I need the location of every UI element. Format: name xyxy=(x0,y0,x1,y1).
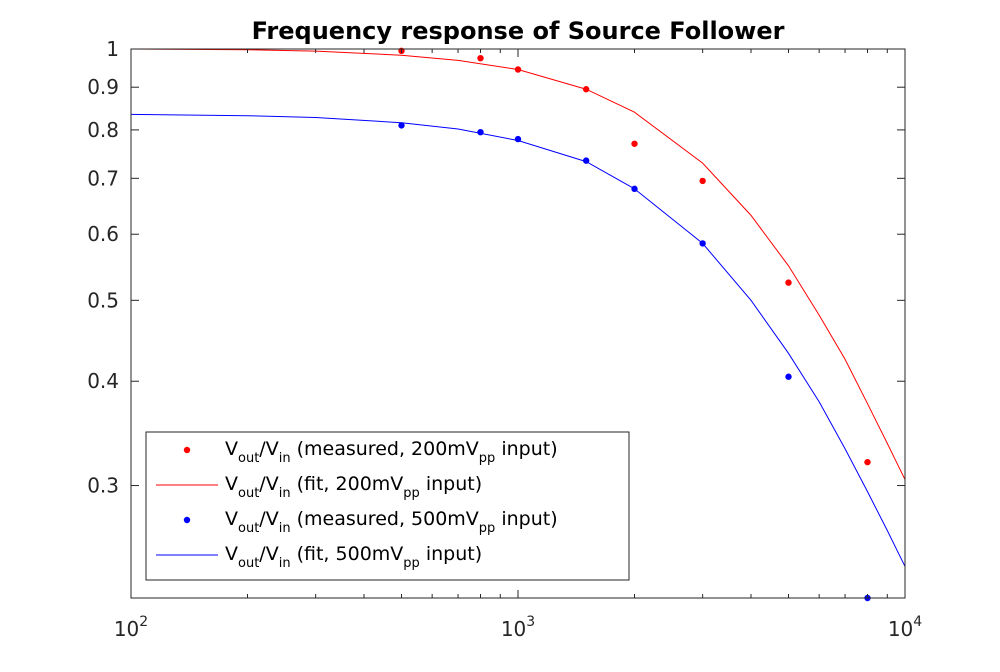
legend-entry-label: Vout/Vin (measured, 200mVpp input) xyxy=(225,438,558,466)
y-tick-label: 0.8 xyxy=(87,118,119,142)
series-0-point xyxy=(699,177,706,185)
y-tick-label: 0.7 xyxy=(87,166,119,190)
legend-entry-label: Vout/Vin (measured, 500mVpp input) xyxy=(225,508,558,536)
series-0-point xyxy=(631,140,638,147)
series-1-fit-line xyxy=(130,48,906,480)
series-2-point xyxy=(477,128,484,136)
legend-entry-label: Vout/Vin (fit, 200mVpp input) xyxy=(225,473,482,501)
legend: Vout/Vin (measured, 200mVpp input) Vout/V… xyxy=(145,431,630,581)
y-tick-label: 0.9 xyxy=(87,75,119,99)
series-0-point xyxy=(785,279,792,286)
series-0-point xyxy=(864,458,871,466)
y-tick-label: 1 xyxy=(106,37,119,61)
y-tick-label: 0.4 xyxy=(87,369,119,393)
y-tick-label: 0.5 xyxy=(87,288,119,312)
legend-box xyxy=(145,431,630,581)
y-tick-label: 0.3 xyxy=(87,474,119,498)
series-group xyxy=(130,47,906,602)
legend-entry-label: Vout/Vin (fit, 500mVpp input) xyxy=(225,543,482,571)
chart-title: Frequency response of Source Follower xyxy=(252,17,785,45)
legend-marker-swatch xyxy=(183,446,191,454)
x-tick-label: 102 xyxy=(114,614,148,641)
y-tick-label: 0.6 xyxy=(87,222,119,246)
legend-marker-swatch xyxy=(183,516,191,524)
series-3-fit-line xyxy=(130,113,906,567)
x-tick-label: 103 xyxy=(501,614,535,641)
axes-group: 102 103 104 0.3 0.4 0.5 0.6 0.7 0.8 0.9 1 xyxy=(87,37,922,641)
x-tick-label: 104 xyxy=(888,614,922,641)
series-2-point xyxy=(785,373,792,380)
series-2-point xyxy=(398,122,405,129)
series-0-point xyxy=(477,54,484,62)
